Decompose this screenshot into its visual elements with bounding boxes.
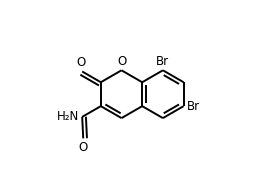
Text: Br: Br: [156, 55, 170, 68]
Text: O: O: [79, 141, 88, 154]
Text: Br: Br: [187, 100, 200, 113]
Text: O: O: [117, 55, 126, 68]
Text: H₂N: H₂N: [57, 110, 79, 123]
Text: O: O: [76, 56, 86, 69]
